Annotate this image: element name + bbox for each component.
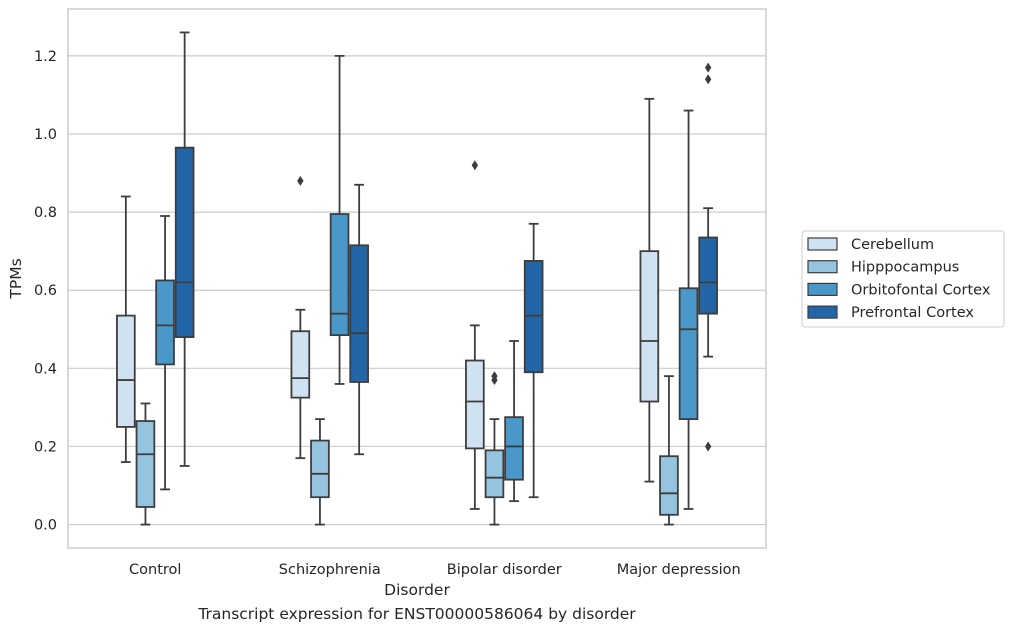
iqr-box bbox=[329, 213, 350, 337]
outlier-point bbox=[704, 74, 712, 85]
outlier-point bbox=[297, 175, 304, 186]
box-2-3 bbox=[678, 109, 699, 510]
y-axis-title: TPMs bbox=[7, 258, 25, 299]
iqr-box bbox=[465, 359, 485, 450]
box-0-0 bbox=[116, 195, 136, 463]
iqr-box bbox=[116, 314, 136, 428]
box-3-1 bbox=[349, 183, 369, 456]
iqr-box bbox=[349, 244, 369, 383]
iqr-box bbox=[174, 146, 195, 338]
y-tick-label: 0.4 bbox=[34, 361, 57, 377]
legend-frame bbox=[801, 230, 1005, 328]
boxes bbox=[116, 31, 718, 526]
legend-label: Prefrontal Cortex bbox=[851, 305, 974, 321]
outlier-point bbox=[704, 62, 712, 73]
box-1-3 bbox=[659, 375, 679, 526]
iqr-box bbox=[310, 439, 330, 499]
x-tick-label: Major depression bbox=[617, 562, 741, 578]
y-tick-label: 0.8 bbox=[34, 205, 57, 221]
box-0-1 bbox=[290, 175, 311, 460]
legend-swatch bbox=[807, 305, 838, 319]
legend-swatch bbox=[807, 282, 838, 296]
plot-frame bbox=[67, 8, 767, 549]
legend-swatch bbox=[807, 237, 838, 251]
y-tick-label: 0.0 bbox=[34, 518, 57, 534]
y-tick-label: 1.0 bbox=[34, 127, 57, 143]
outlier-point bbox=[471, 160, 479, 171]
y-tick-labels: 0.0 0.2 0.4 0.6 0.8 1.0 1.2 bbox=[34, 49, 57, 534]
y-tick-label: 1.2 bbox=[34, 49, 57, 65]
box-2-1 bbox=[329, 54, 350, 385]
box-2-2 bbox=[504, 340, 524, 503]
box-2-0 bbox=[155, 215, 175, 491]
iqr-box bbox=[290, 330, 311, 399]
box-1-2 bbox=[484, 371, 505, 526]
legend-swatch bbox=[807, 260, 838, 274]
x-tick-label: Control bbox=[129, 562, 181, 578]
figure-caption: Transcript expression for ENST0000058606… bbox=[198, 605, 636, 623]
iqr-box bbox=[659, 455, 679, 516]
iqr-box bbox=[678, 287, 699, 421]
box-3-3 bbox=[698, 62, 718, 452]
iqr-box bbox=[135, 420, 156, 508]
legend-label: Cerebellum bbox=[851, 237, 934, 253]
iqr-box bbox=[639, 250, 660, 403]
box-1-0 bbox=[135, 402, 156, 526]
y-tick-label: 0.2 bbox=[34, 439, 57, 455]
legend: Cerebellum Hipppocampus Orbitofontal Corte… bbox=[801, 230, 1005, 328]
x-tick-label: Schizophrenia bbox=[279, 562, 381, 578]
iqr-box bbox=[698, 236, 718, 315]
box-0-2 bbox=[465, 160, 485, 510]
box-3-0 bbox=[174, 31, 195, 467]
iqr-box bbox=[484, 449, 505, 499]
iqr-box bbox=[155, 279, 175, 366]
x-tick-label: Bipolar disorder bbox=[447, 562, 562, 578]
box-3-2 bbox=[523, 222, 544, 499]
iqr-box bbox=[523, 260, 544, 374]
x-axis-title: Disorder bbox=[384, 581, 450, 599]
legend-label: Hipppocampus bbox=[851, 260, 959, 276]
legend-label: Orbitofontal Cortex bbox=[851, 282, 991, 298]
y-tick-label: 0.6 bbox=[34, 283, 57, 299]
box-0-3 bbox=[639, 97, 660, 483]
outlier-point bbox=[491, 371, 498, 382]
iqr-box bbox=[504, 416, 524, 481]
x-tick-labels: Control Schizophrenia Bipolar disorder Majo… bbox=[129, 562, 741, 578]
box-1-1 bbox=[310, 418, 330, 526]
outlier-point bbox=[704, 441, 712, 452]
